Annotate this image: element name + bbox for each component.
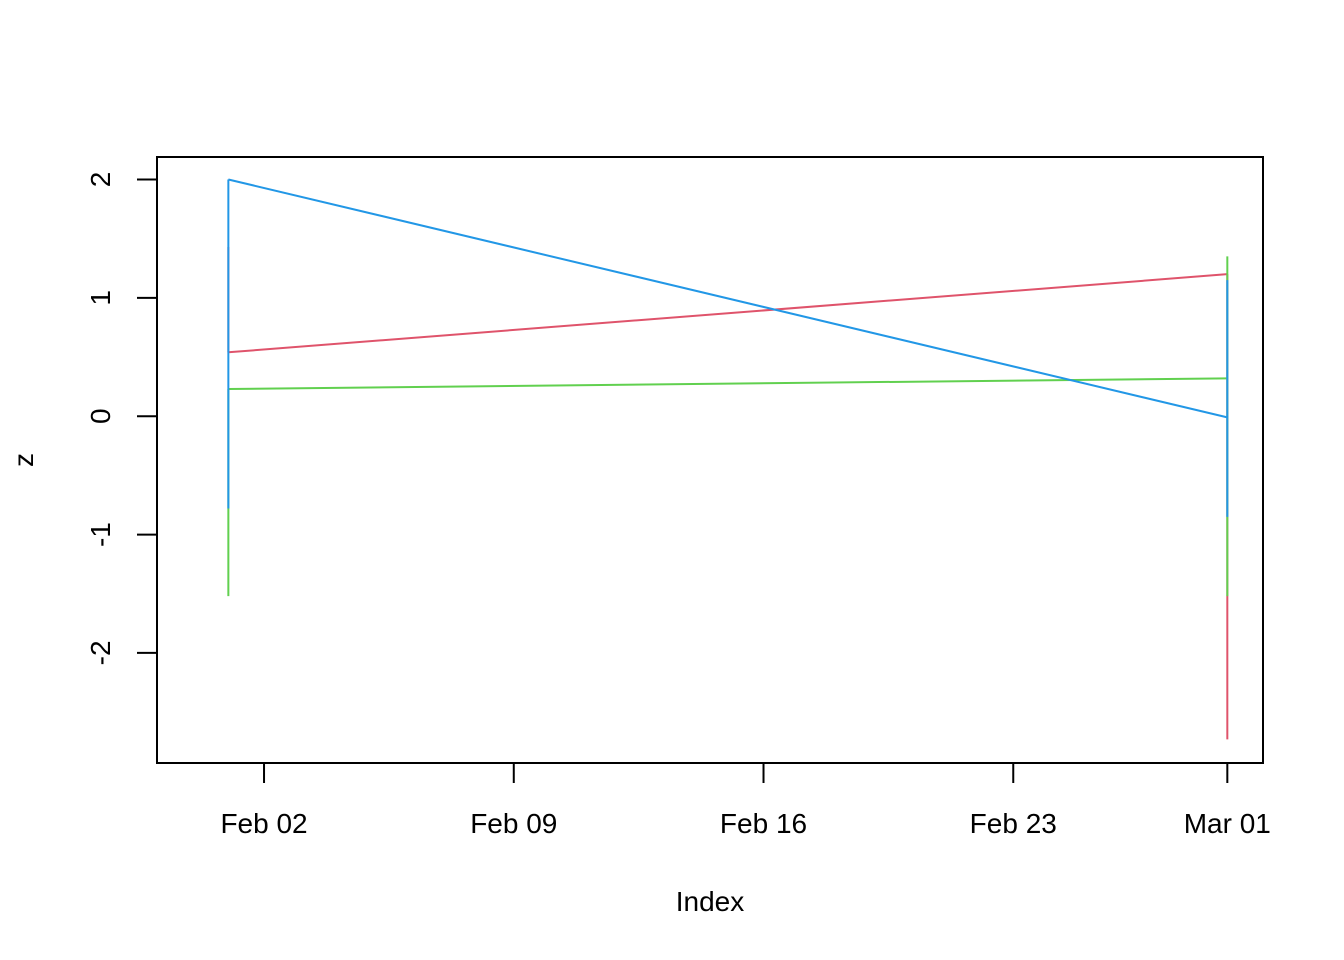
- x-tick-label-3: Feb 16: [720, 808, 807, 839]
- y-axis-label: z: [8, 453, 39, 467]
- y-tick-label-4: -1: [85, 522, 116, 547]
- x-tick-label-1: Feb 02: [220, 808, 307, 839]
- y-tick-label-1: 2: [85, 172, 116, 188]
- series-3-line: [228, 178, 1228, 419]
- y-axis: 2 1 0 -1 -2: [85, 172, 157, 665]
- y-tick-label-2: 1: [85, 290, 116, 306]
- y-tick-label-5: -2: [85, 640, 116, 665]
- x-tick-label-5: Mar 01: [1184, 808, 1271, 839]
- series-1-line: [228, 273, 1228, 354]
- series-2: [227, 256, 1229, 597]
- series-3: [227, 178, 1229, 517]
- plot-frame: [156, 156, 1264, 764]
- series-1: [227, 246, 1229, 740]
- x-axis: Feb 02 Feb 09 Feb 16 Feb 23 Mar 01: [220, 762, 1271, 839]
- x-tick-label-4: Feb 23: [970, 808, 1057, 839]
- x-tick-label-2: Feb 09: [470, 808, 557, 839]
- x-axis-label: Index: [676, 886, 745, 917]
- series-2-line: [228, 377, 1228, 390]
- y-tick-label-3: 0: [85, 408, 116, 424]
- series-lines: [227, 178, 1229, 740]
